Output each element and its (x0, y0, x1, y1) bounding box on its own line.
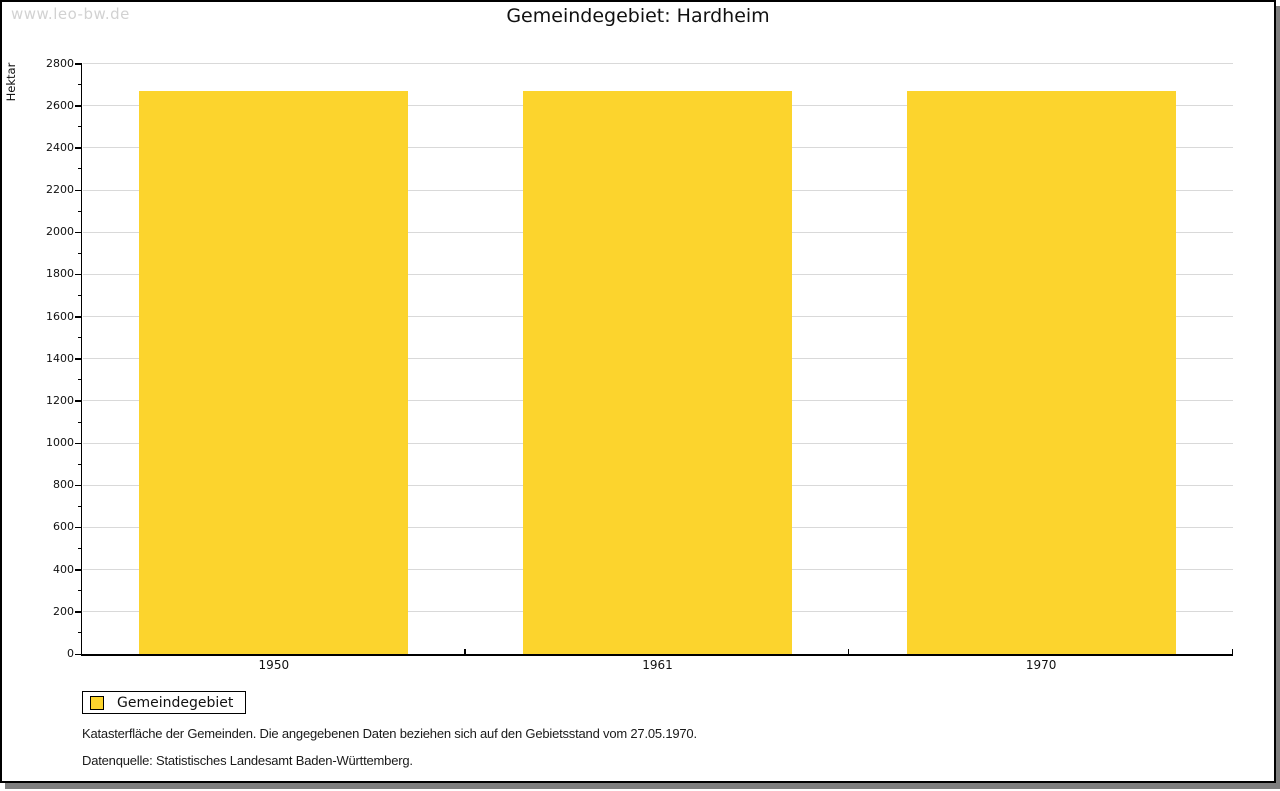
y-major-tick (75, 611, 82, 613)
y-major-tick (75, 316, 82, 318)
y-major-tick (75, 569, 82, 571)
y-tick-label: 1000 (46, 436, 74, 450)
y-tick-label: 0 (67, 647, 74, 660)
y-minor-tick (78, 252, 82, 254)
x-tick-label: 1970 (1025, 658, 1057, 672)
y-tick-label: 400 (53, 562, 74, 576)
y-minor-tick (78, 421, 82, 423)
gridline (83, 63, 1233, 64)
y-tick-label: 1800 (46, 267, 74, 281)
footnote-source-note: Katasterfläche der Gemeinden. Die angege… (82, 726, 697, 741)
y-major-tick (75, 653, 82, 655)
y-major-tick (75, 63, 82, 65)
category-boundary-tick (847, 649, 850, 654)
x-tick-label: 1950 (258, 658, 290, 672)
y-major-tick (75, 400, 82, 402)
y-major-tick (75, 442, 82, 445)
y-tick-label: 1200 (46, 393, 74, 407)
y-tick-label: 1400 (46, 351, 74, 365)
y-axis-line (80, 63, 82, 656)
y-minor-tick (78, 590, 82, 592)
bar-1950 (139, 90, 409, 654)
plot-area: 0 200 400 600 800 1000 1200 1400 1600 1800 2000 220… (2, 2, 1274, 781)
y-tick-label: 600 (53, 520, 74, 534)
y-major-tick (75, 526, 82, 529)
y-minor-tick (78, 168, 82, 170)
y-major-tick (75, 231, 82, 234)
legend-swatch-icon (90, 695, 104, 710)
y-major-tick (75, 105, 82, 107)
bar-1970 (906, 90, 1176, 654)
category-boundary-tick (1231, 649, 1233, 654)
y-minor-tick (78, 505, 82, 507)
y-minor-tick (78, 463, 82, 465)
y-minor-tick (78, 210, 82, 212)
y-major-tick (75, 484, 82, 487)
y-tick-label: 2000 (46, 225, 74, 239)
y-major-tick (75, 358, 82, 360)
bar-1961 (523, 90, 792, 654)
y-major-tick (75, 147, 82, 149)
y-tick-label: 2800 (46, 56, 74, 70)
y-major-tick (75, 189, 82, 192)
legend-label: Gemeindegebiet (117, 694, 234, 711)
category-boundary-tick (464, 649, 466, 654)
y-tick-label: 2400 (46, 140, 74, 154)
y-minor-tick (78, 632, 82, 634)
y-minor-tick (78, 548, 82, 550)
x-tick-label: 1961 (642, 658, 673, 672)
y-minor-tick (78, 84, 82, 86)
footnote-data-source: Datenquelle: Statistisches Landesamt Bad… (82, 753, 413, 768)
y-tick-label: 1600 (46, 309, 74, 323)
legend: Gemeindegebiet (82, 691, 247, 714)
y-tick-label: 200 (53, 604, 74, 618)
y-tick-label: 800 (53, 478, 74, 492)
x-axis-line (80, 654, 1233, 656)
chart-title: Gemeindegebiet: Hardheim (506, 5, 770, 27)
y-minor-tick (78, 379, 82, 381)
y-major-tick (75, 273, 82, 276)
y-minor-tick (78, 294, 82, 296)
watermark: www.leo-bw.de (11, 5, 130, 23)
y-minor-tick (78, 126, 82, 128)
y-tick-label: 2200 (46, 183, 74, 197)
y-minor-tick (78, 337, 82, 339)
y-tick-label: 2600 (46, 98, 74, 112)
